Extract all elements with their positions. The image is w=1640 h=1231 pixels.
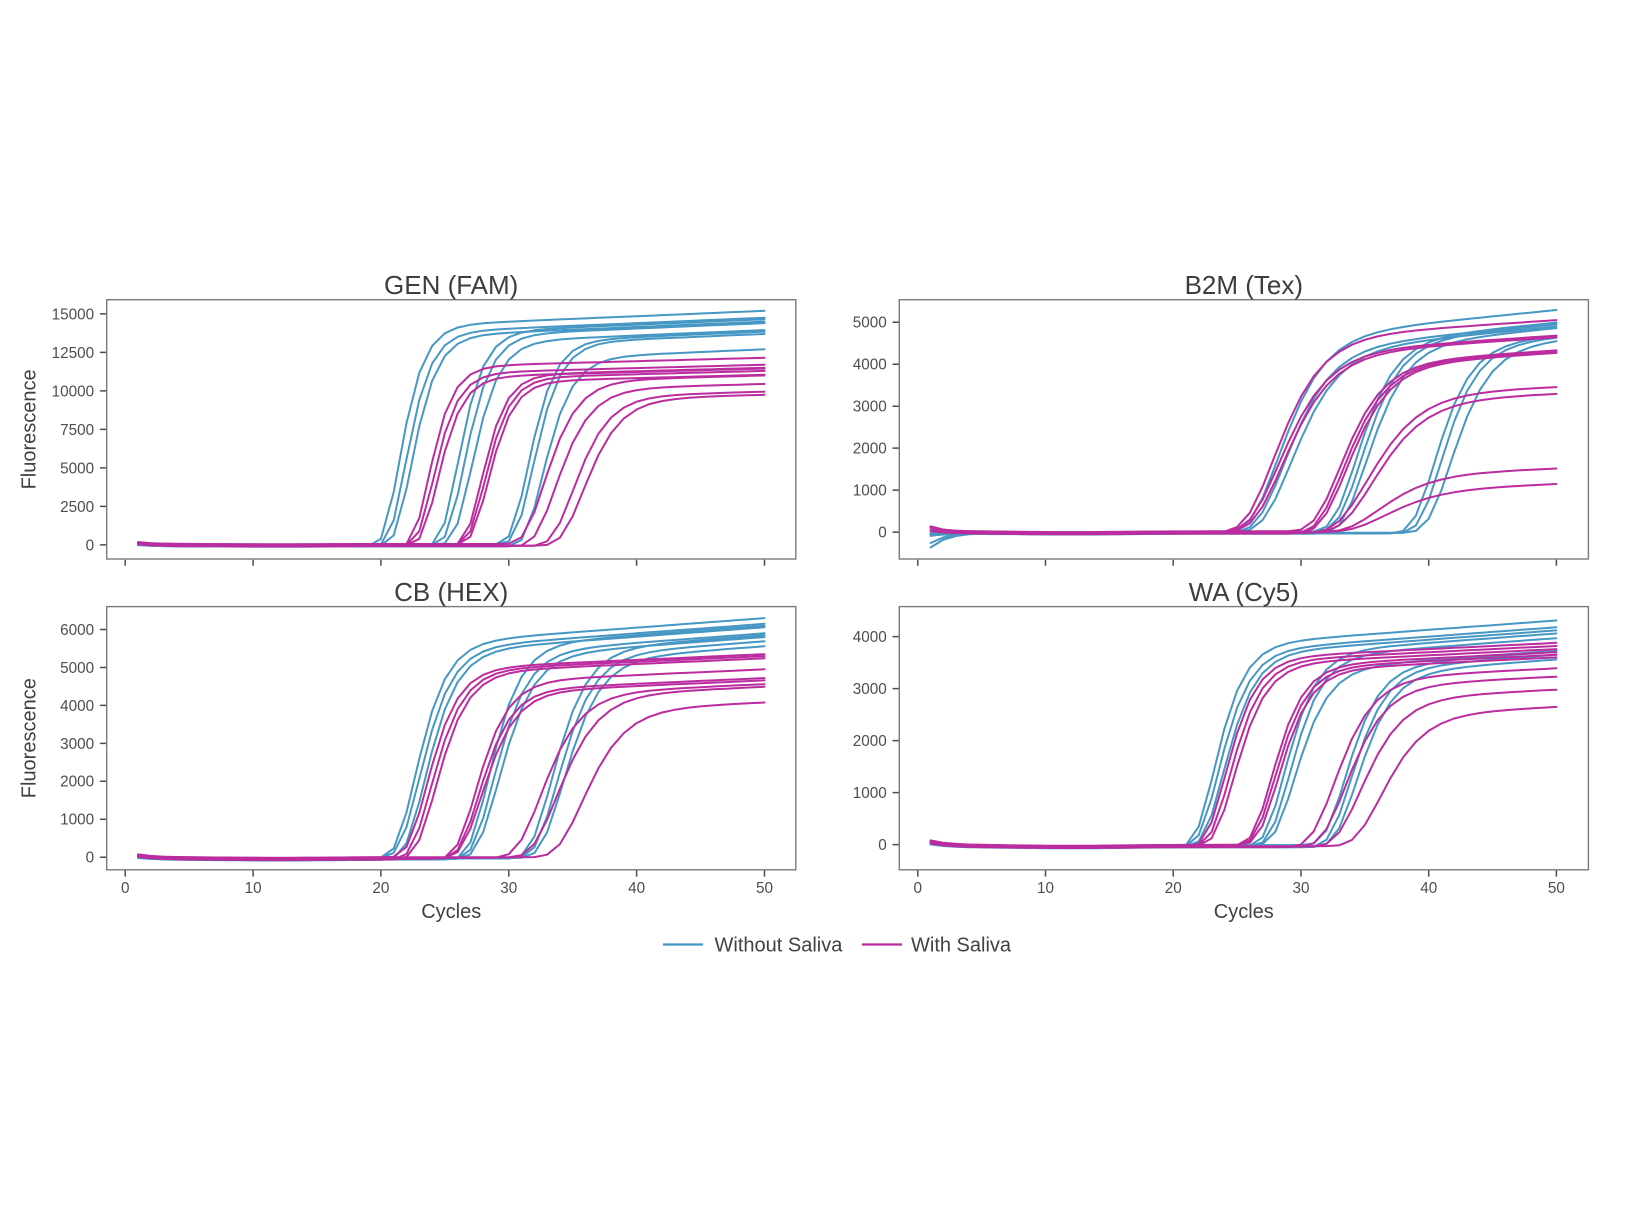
svg-text:2500: 2500 (60, 499, 94, 516)
svg-text:Cycles: Cycles (421, 901, 481, 923)
svg-text:50: 50 (756, 880, 773, 897)
svg-text:Fluorescence: Fluorescence (19, 678, 41, 798)
svg-text:50: 50 (1548, 880, 1565, 897)
svg-text:4000: 4000 (853, 357, 887, 374)
svg-text:B2M (Tex): B2M (Tex) (1185, 270, 1303, 300)
svg-text:1000: 1000 (60, 812, 94, 829)
svg-text:1000: 1000 (853, 785, 887, 802)
svg-text:0: 0 (878, 525, 887, 542)
svg-text:0: 0 (121, 880, 130, 897)
svg-text:20: 20 (1165, 880, 1182, 897)
svg-text:6000: 6000 (60, 622, 94, 639)
svg-text:5000: 5000 (60, 660, 94, 677)
svg-text:4000: 4000 (853, 629, 887, 646)
svg-text:20: 20 (372, 880, 389, 897)
svg-text:12500: 12500 (52, 345, 95, 362)
svg-text:GEN (FAM): GEN (FAM) (384, 270, 518, 300)
svg-text:0: 0 (914, 880, 923, 897)
svg-text:10: 10 (1037, 880, 1054, 897)
svg-text:5000: 5000 (60, 460, 94, 477)
svg-text:5000: 5000 (853, 315, 887, 332)
svg-text:3000: 3000 (60, 736, 94, 753)
svg-text:40: 40 (1420, 880, 1437, 897)
svg-text:3000: 3000 (853, 681, 887, 698)
svg-text:0: 0 (86, 537, 95, 554)
svg-text:10000: 10000 (52, 383, 95, 400)
svg-text:15000: 15000 (52, 306, 95, 323)
svg-text:4000: 4000 (60, 698, 94, 715)
svg-text:2000: 2000 (853, 733, 887, 750)
svg-text:2000: 2000 (853, 441, 887, 458)
svg-text:1000: 1000 (853, 483, 887, 500)
svg-text:30: 30 (1292, 880, 1309, 897)
svg-text:Cycles: Cycles (1214, 901, 1274, 923)
svg-text:7500: 7500 (60, 422, 94, 439)
svg-text:CB (HEX): CB (HEX) (394, 577, 508, 607)
svg-text:10: 10 (245, 880, 262, 897)
svg-text:0: 0 (86, 850, 95, 867)
svg-text:3000: 3000 (853, 399, 887, 416)
svg-text:0: 0 (878, 837, 887, 854)
svg-text:30: 30 (500, 880, 517, 897)
svg-text:WA (Cy5): WA (Cy5) (1189, 577, 1299, 607)
svg-text:Without Saliva: Without Saliva (715, 934, 844, 956)
svg-text:With Saliva: With Saliva (911, 934, 1012, 956)
svg-text:40: 40 (628, 880, 645, 897)
svg-text:Fluorescence: Fluorescence (19, 369, 41, 489)
svg-text:2000: 2000 (60, 774, 94, 791)
